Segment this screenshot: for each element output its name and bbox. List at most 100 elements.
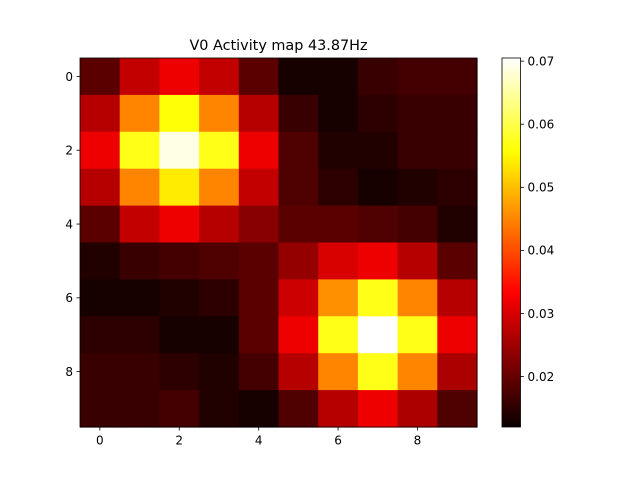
heatmap-cell-r4-c1: [119, 205, 160, 244]
heatmap-cell-r8-c3: [199, 353, 240, 391]
heatmap-cell-r3-c9: [437, 168, 478, 207]
y-tick-label: 2: [65, 144, 73, 158]
heatmap-cell-r6-c8: [397, 279, 438, 317]
heatmap-cell-r1-c2: [159, 94, 200, 133]
heatmap-cell-r5-c7: [357, 242, 399, 280]
heatmap-cell-r2-c8: [397, 131, 438, 170]
heatmap-cell-r5-c4: [238, 242, 280, 280]
heatmap-cell-r1-c5: [278, 94, 319, 133]
heatmap-cell-r3-c8: [397, 168, 438, 207]
colorbar-tick-label: 0.06: [528, 118, 555, 132]
heatmap-cell-r5-c6: [318, 242, 359, 280]
heatmap-cell-r9-c1: [119, 390, 160, 428]
heatmap-cell-r0-c7: [357, 58, 399, 96]
heatmap-cell-r9-c5: [278, 390, 319, 428]
heatmap-cell-r4-c2: [159, 205, 200, 244]
x-tick-label: 2: [175, 434, 183, 448]
heatmap-cell-r9-c8: [397, 390, 438, 428]
heatmap-cell-r7-c1: [119, 316, 160, 354]
heatmap-cell-r4-c9: [437, 205, 478, 244]
heatmap-cell-r7-c8: [397, 316, 438, 354]
x-tick-label: 8: [414, 434, 422, 448]
heatmap-cell-r5-c0: [80, 242, 121, 280]
heatmap-cell-r6-c3: [199, 279, 240, 317]
y-tick-label: 6: [65, 291, 73, 305]
heatmap-cell-r8-c1: [119, 353, 160, 391]
heatmap-cell-r3-c1: [119, 168, 160, 207]
heatmap-cell-r3-c7: [357, 168, 399, 207]
heatmap-cell-r0-c8: [397, 58, 438, 96]
heatmap-cell-r2-c9: [437, 131, 478, 170]
heatmap-cell-r7-c4: [238, 316, 280, 354]
heatmap-cell-r8-c4: [238, 353, 280, 391]
heatmap-cell-r1-c3: [199, 94, 240, 133]
heatmap-cell-r1-c8: [397, 94, 438, 133]
heatmap-cell-r4-c5: [278, 205, 319, 244]
heatmap-cell-r9-c4: [238, 390, 280, 428]
x-tick-label: 4: [255, 434, 263, 448]
heatmap-cell-r0-c5: [278, 58, 319, 96]
heatmap-cell-r8-c5: [278, 353, 319, 391]
heatmap-cell-r5-c5: [278, 242, 319, 280]
heatmap-cell-r2-c6: [318, 131, 359, 170]
heatmap-cell-r6-c9: [437, 279, 478, 317]
colorbar-tick-label: 0.04: [528, 244, 555, 258]
y-tick-label: 4: [65, 217, 73, 231]
heatmap-cell-r7-c3: [199, 316, 240, 354]
colorbar-tick-label: 0.02: [528, 370, 555, 384]
heatmap-axes: 0 2 4 6 8 0 2 4 6 8: [65, 57, 478, 448]
heatmap-cell-r8-c8: [397, 353, 438, 391]
heatmap-cell-r4-c6: [318, 205, 359, 244]
heatmap-cell-r6-c7: [357, 279, 399, 317]
heatmap-cell-r2-c7: [357, 131, 399, 170]
heatmap-cell-r8-c9: [437, 353, 478, 391]
heatmap-cell-r5-c3: [199, 242, 240, 280]
heatmap-cell-r1-c1: [119, 94, 160, 133]
heatmap-cell-r2-c2: [159, 131, 200, 170]
heatmap-cell-r4-c8: [397, 205, 438, 244]
heatmap-cell-r0-c2: [159, 58, 200, 96]
heatmap-cell-r1-c7: [357, 94, 399, 133]
heatmap-cell-r4-c7: [357, 205, 399, 244]
heatmap-cell-r9-c7: [357, 390, 399, 428]
heatmap-cell-r3-c5: [278, 168, 319, 207]
heatmap-cell-r7-c0: [80, 316, 121, 354]
heatmap-cell-r2-c4: [238, 131, 280, 170]
heatmap-cell-r9-c9: [437, 390, 478, 428]
heatmap-cell-r5-c2: [159, 242, 200, 280]
heatmap-cell-r1-c6: [318, 94, 359, 133]
heatmap-cell-r0-c6: [318, 58, 359, 96]
heatmap-cell-r9-c6: [318, 390, 359, 428]
colorbar-tick-label: 0.03: [528, 307, 555, 321]
heatmap-cell-r3-c3: [199, 168, 240, 207]
heatmap-cell-r2-c0: [80, 131, 121, 170]
colorbar-tick-label: 0.05: [528, 181, 555, 195]
heatmap-cell-r6-c6: [318, 279, 359, 317]
heatmap-cell-r9-c2: [159, 390, 200, 428]
heatmap-cell-r9-c3: [199, 390, 240, 428]
heatmap-cell-r0-c3: [199, 58, 240, 96]
heatmap-cell-r8-c0: [80, 353, 121, 391]
heatmap-cell-r3-c4: [238, 168, 280, 207]
heatmap-cell-r7-c9: [437, 316, 478, 354]
heatmap: [80, 58, 478, 428]
colorbar-tick-label: 0.07: [528, 54, 555, 68]
heatmap-frame: [79, 57, 478, 428]
heatmap-cell-r0-c4: [238, 58, 280, 96]
x-tick-label: 0: [96, 434, 104, 448]
heatmap-cell-r6-c0: [80, 279, 121, 317]
heatmap-cell-r6-c5: [278, 279, 319, 317]
heatmap-cell-r3-c0: [80, 168, 121, 207]
chart-title: V0 Activity map 43.87Hz: [189, 38, 367, 54]
heatmap-cell-r7-c5: [278, 316, 319, 354]
heatmap-cell-r5-c1: [119, 242, 160, 280]
heatmap-cell-r6-c4: [238, 279, 280, 317]
heatmap-cell-r3-c6: [318, 168, 359, 207]
heatmap-cell-r8-c7: [357, 353, 399, 391]
colorbar-gradient: [502, 58, 521, 427]
y-tick-label: 8: [65, 365, 73, 379]
heatmap-cell-r7-c6: [318, 316, 359, 354]
heatmap-cell-r2-c5: [278, 131, 319, 170]
heatmap-cell-r0-c9: [437, 58, 478, 96]
heatmap-cell-r2-c3: [199, 131, 240, 170]
